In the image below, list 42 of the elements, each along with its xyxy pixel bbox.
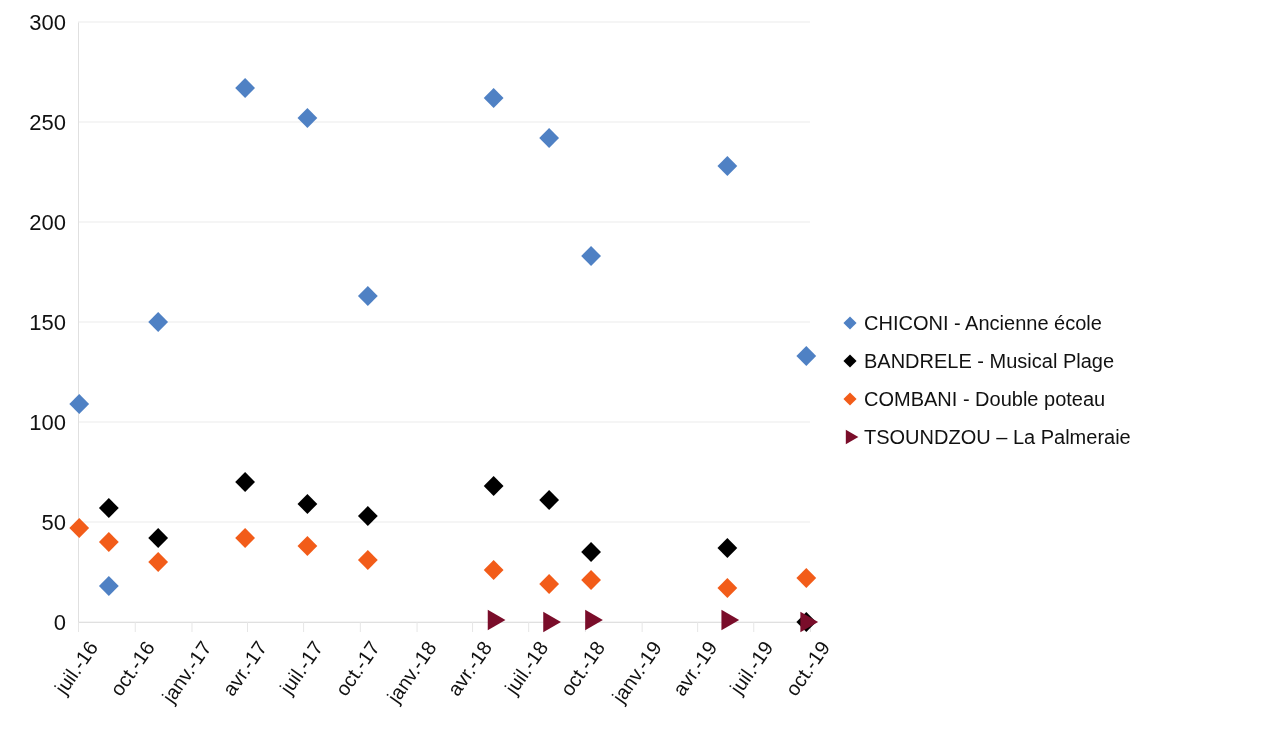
point bbox=[98, 576, 119, 596]
y-tick-label: 250 bbox=[29, 109, 66, 135]
legend-label: TSOUNDZOU – La Palmeraie bbox=[864, 426, 1131, 448]
point bbox=[235, 528, 256, 548]
y-tick-label: 50 bbox=[41, 509, 66, 535]
point bbox=[357, 286, 378, 306]
point bbox=[297, 108, 318, 128]
point bbox=[717, 578, 738, 598]
point bbox=[796, 568, 817, 588]
point bbox=[235, 78, 256, 98]
legend-label: BANDRELE - Musical Plage bbox=[864, 350, 1115, 372]
y-tick-label: 100 bbox=[29, 409, 66, 435]
point bbox=[717, 156, 738, 176]
point bbox=[297, 536, 318, 556]
point bbox=[69, 394, 90, 414]
point bbox=[581, 570, 601, 590]
point bbox=[357, 550, 378, 570]
point bbox=[796, 346, 817, 366]
point bbox=[539, 128, 560, 148]
point bbox=[717, 538, 738, 558]
y-tick-label: 150 bbox=[29, 309, 66, 335]
point bbox=[297, 494, 318, 514]
point bbox=[483, 476, 504, 496]
legend-label: CHICONI - Ancienne école bbox=[864, 312, 1102, 334]
point bbox=[539, 574, 560, 594]
point bbox=[235, 472, 256, 492]
y-tick-label: 300 bbox=[29, 9, 66, 35]
point bbox=[357, 506, 378, 526]
point bbox=[148, 552, 169, 572]
point bbox=[148, 528, 169, 548]
point bbox=[148, 312, 169, 332]
point bbox=[98, 532, 119, 552]
point bbox=[98, 498, 119, 518]
point bbox=[581, 246, 601, 266]
y-tick-label: 0 bbox=[53, 609, 66, 635]
point bbox=[581, 542, 601, 562]
point bbox=[483, 560, 504, 580]
legend-label: COMBANI - Double poteau bbox=[864, 388, 1106, 410]
point bbox=[539, 490, 560, 510]
y-tick-label: 200 bbox=[29, 209, 66, 235]
point bbox=[69, 518, 90, 538]
point bbox=[483, 88, 504, 108]
